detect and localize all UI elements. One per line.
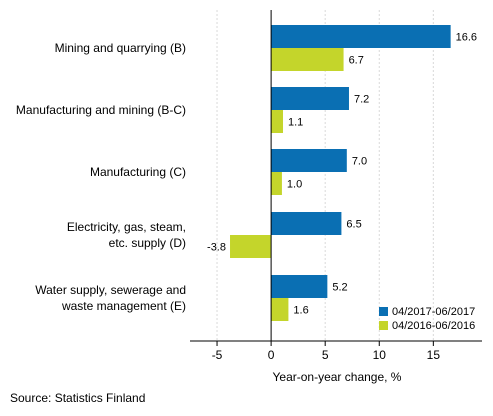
category-label: Water supply, sewerage and [35, 283, 186, 297]
data-label: 7.2 [354, 94, 369, 106]
data-label: 5.2 [332, 282, 347, 294]
data-label: 1.6 [293, 305, 308, 317]
legend-swatch [379, 321, 388, 330]
x-tick-label: 10 [373, 348, 387, 362]
bar [271, 298, 289, 321]
bar [271, 87, 349, 110]
bar [271, 25, 451, 48]
bar [271, 110, 284, 133]
x-tick-label: -5 [212, 348, 223, 362]
bar [271, 48, 344, 71]
data-label: 6.5 [346, 219, 361, 231]
category-label: waste management (E) [61, 299, 186, 313]
bar [271, 212, 342, 235]
x-axis: -5 0 5 10 15 [190, 10, 482, 362]
data-label: 6.7 [349, 55, 364, 67]
data-label: 1.0 [287, 179, 302, 191]
data-label: 7.0 [352, 156, 367, 168]
x-tick-label: 15 [427, 348, 441, 362]
bar [230, 235, 272, 258]
legend-label: 04/2017-06/2017 [392, 306, 475, 318]
source-note: Source: Statistics Finland [10, 391, 146, 405]
category-label: Electricity, gas, steam, [67, 220, 186, 234]
category-labels: Mining and quarrying (B) Manufacturing an… [16, 41, 186, 313]
data-label: -3.8 [207, 242, 226, 254]
gridlines [216, 10, 434, 341]
category-label: Manufacturing and mining (B-C) [16, 103, 186, 117]
category-label: Mining and quarrying (B) [55, 41, 186, 55]
x-tick-label: 0 [268, 348, 275, 362]
value-labels: 16.6 7.2 7.0 6.5 5.2 6.7 1.1 1.0 -3.8 1.6 [207, 32, 477, 317]
legend: 04/2017-06/2017 04/2016-06/2016 [379, 306, 475, 332]
x-tick-label: 5 [322, 348, 329, 362]
bar [271, 172, 282, 195]
data-label: 16.6 [456, 32, 477, 44]
category-label: etc. supply (D) [109, 236, 186, 250]
x-axis-title: Year-on-year change, % [273, 370, 402, 384]
bars [230, 25, 451, 321]
bar [271, 275, 328, 298]
bar [271, 149, 347, 172]
data-label: 1.1 [288, 117, 303, 129]
category-label: Manufacturing (C) [90, 165, 186, 179]
legend-swatch [379, 307, 388, 316]
legend-label: 04/2016-06/2016 [392, 320, 475, 332]
